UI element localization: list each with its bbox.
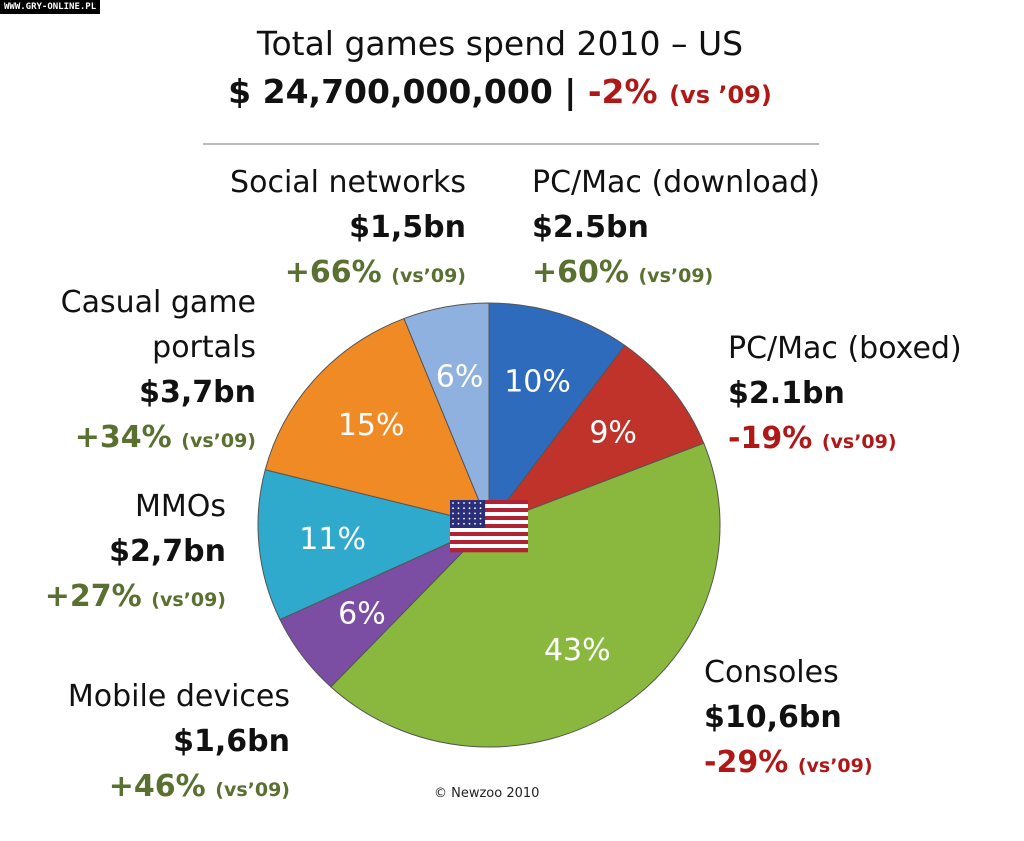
watermark: WWW.GRY-ONLINE.PL [0, 0, 101, 14]
pie-slice-0 [488, 302, 626, 527]
label-casual: Casual game portals $3,7bn +34% (vs’09) [60, 285, 256, 455]
chart-subtitle: $ 24,700,000,000 | -2% (vs ’09) [0, 72, 1000, 111]
slice-percent-label: 6% [436, 360, 484, 395]
label-pc-boxed: PC/Mac (boxed) $2.1bn -19% (vs’09) [728, 331, 962, 456]
pie-slice-4 [257, 469, 491, 621]
pie-slice-2 [330, 442, 721, 748]
slice-percent-label: 43% [544, 633, 611, 668]
total-spend: $ 24,700,000,000 | [228, 72, 577, 111]
label-social: Social networks $1,5bn +66% (vs’09) [230, 165, 466, 290]
label-mmos: MMOs $2,7bn +27% (vs’09) [44, 489, 226, 614]
slice-percent-label: 6% [338, 597, 386, 632]
pie-slice-1 [487, 344, 705, 527]
label-pc-download: PC/Mac (download) $2.5bn +60% (vs’09) [532, 165, 820, 290]
copyright: © Newzoo 2010 [434, 786, 540, 801]
slice-percent-label: 10% [504, 364, 571, 399]
slice-percent-label: 15% [338, 408, 405, 443]
total-change: -2% [587, 72, 658, 111]
label-consoles: Consoles $10,6bn -29% (vs’09) [704, 655, 873, 780]
pie-slice-5 [264, 317, 490, 526]
divider [203, 143, 819, 145]
total-vs: (vs ’09) [669, 81, 772, 109]
slice-percent-label: 11% [299, 522, 366, 557]
us-flag-icon [450, 500, 528, 553]
chart-title: Total games spend 2010 – US [256, 24, 744, 63]
slice-percent-label: 9% [589, 415, 637, 450]
pie-slice-6 [403, 302, 490, 526]
label-mobile: Mobile devices $1,6bn +46% (vs’09) [67, 679, 290, 804]
